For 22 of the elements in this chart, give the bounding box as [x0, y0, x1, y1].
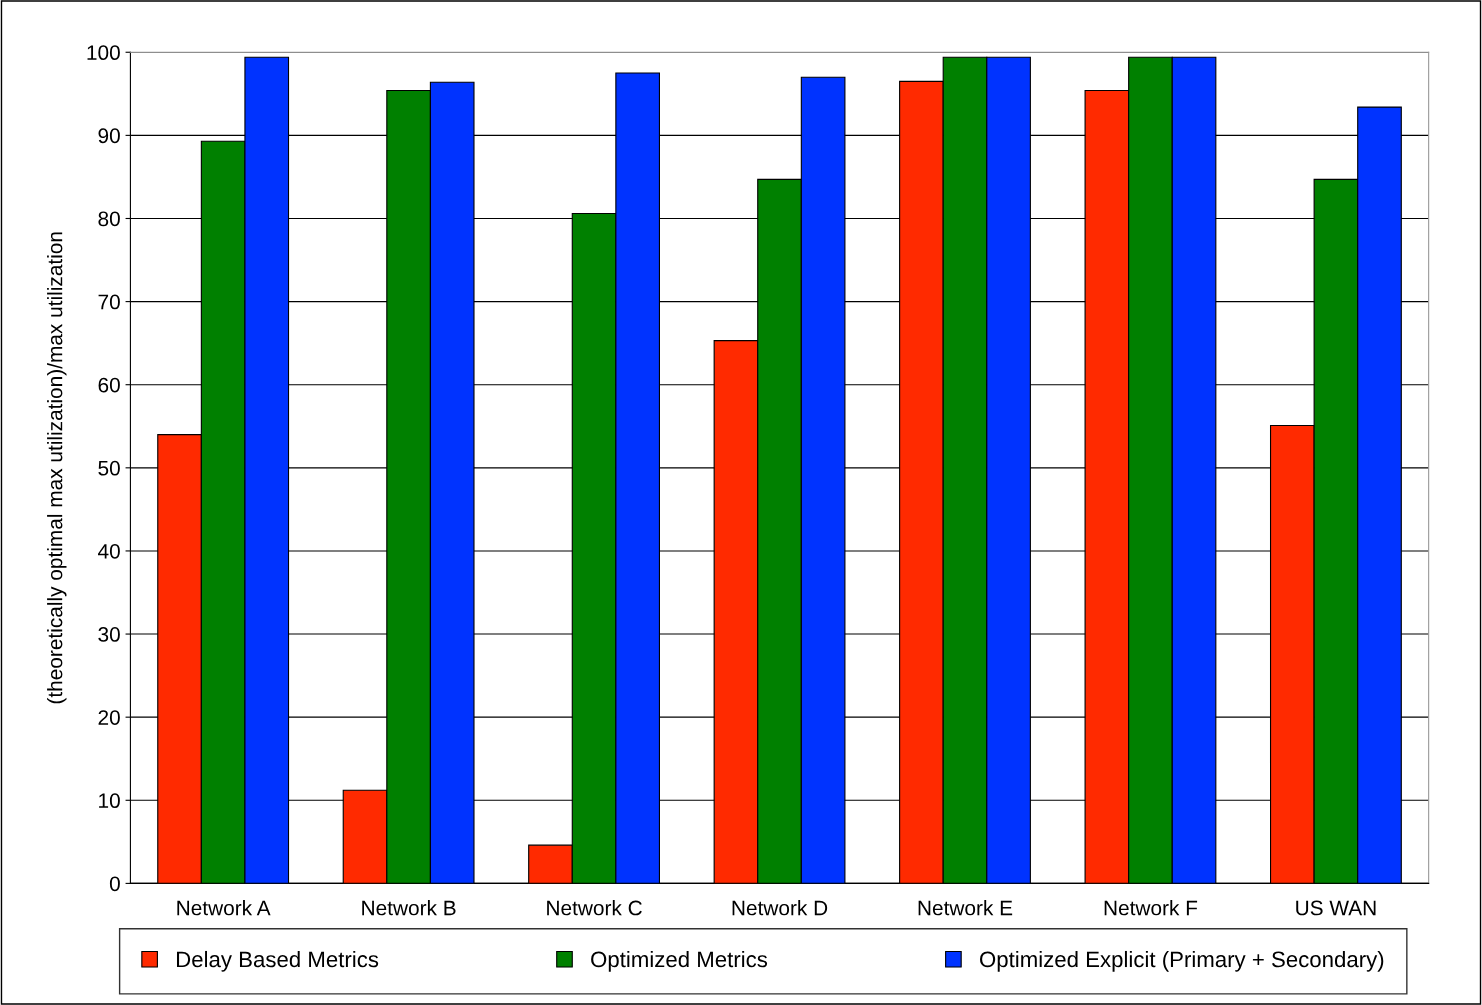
y-tick-label: 20	[98, 710, 120, 725]
y-tick-label: 70	[98, 294, 120, 310]
y-tick-label: 10	[99, 793, 120, 809]
x-tick-label: Network C	[547, 900, 642, 916]
x-tick-label: Network B	[362, 900, 456, 916]
y-tick-label: 0	[109, 876, 120, 892]
y-tick-label: 40	[98, 543, 120, 559]
y-axis-title: (theoretically optimal max utilization)/max utilization	[47, 232, 67, 704]
y-tick-label: 100	[87, 45, 120, 61]
x-tick-label: US WAN	[1296, 900, 1376, 916]
x-tick-label: Network D	[732, 900, 828, 916]
x-tick-label: Network A	[177, 900, 271, 916]
legend-label: Optimized Explicit (Primary + Secondary)	[980, 950, 1384, 972]
y-tick-label: 30	[98, 627, 120, 642]
x-tick-label: Network E	[918, 900, 1013, 916]
legend-label: Delay Based Metrics	[176, 950, 379, 972]
x-tick-label: Network F	[1104, 900, 1198, 916]
y-tick-label: 80	[98, 211, 120, 227]
y-tick-label: 50	[98, 460, 120, 476]
y-tick-label: 90	[98, 128, 120, 144]
y-tick-label: 60	[98, 377, 120, 393]
legend-label: Optimized Metrics	[591, 950, 768, 972]
